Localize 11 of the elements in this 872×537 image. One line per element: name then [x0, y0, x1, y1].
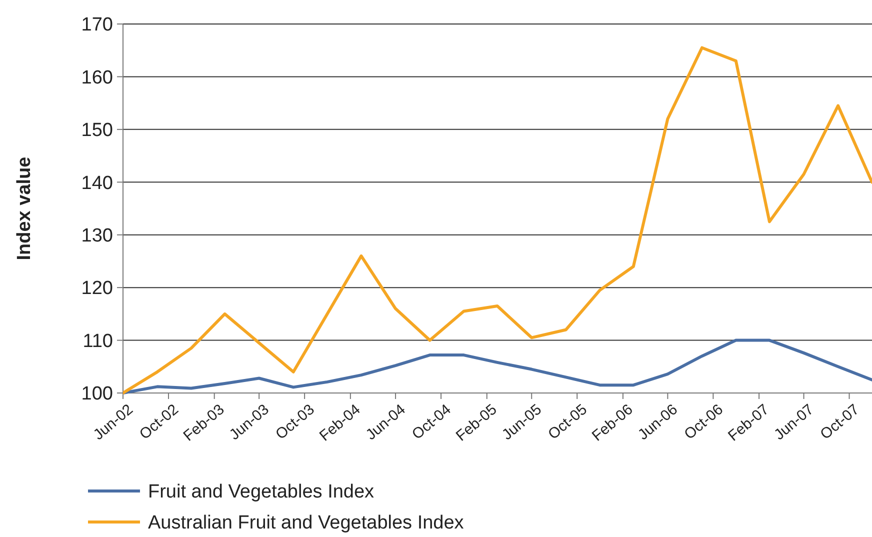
- y-tick-label: 150: [81, 120, 113, 142]
- y-tick-label: 130: [81, 226, 113, 247]
- y-tick-label: 140: [81, 172, 113, 194]
- y-tick-label: 110: [82, 330, 113, 352]
- y-tick-label: 100: [81, 384, 113, 405]
- y-axis-title: Index value: [14, 156, 35, 260]
- legend-label: Australian Fruit and Vegetables Index: [148, 512, 464, 534]
- y-tick-label: 160: [81, 67, 113, 88]
- y-tick-label: 120: [81, 278, 113, 300]
- legend-label: Fruit and Vegetables Index: [148, 482, 375, 503]
- y-tick-label: 170: [81, 14, 113, 36]
